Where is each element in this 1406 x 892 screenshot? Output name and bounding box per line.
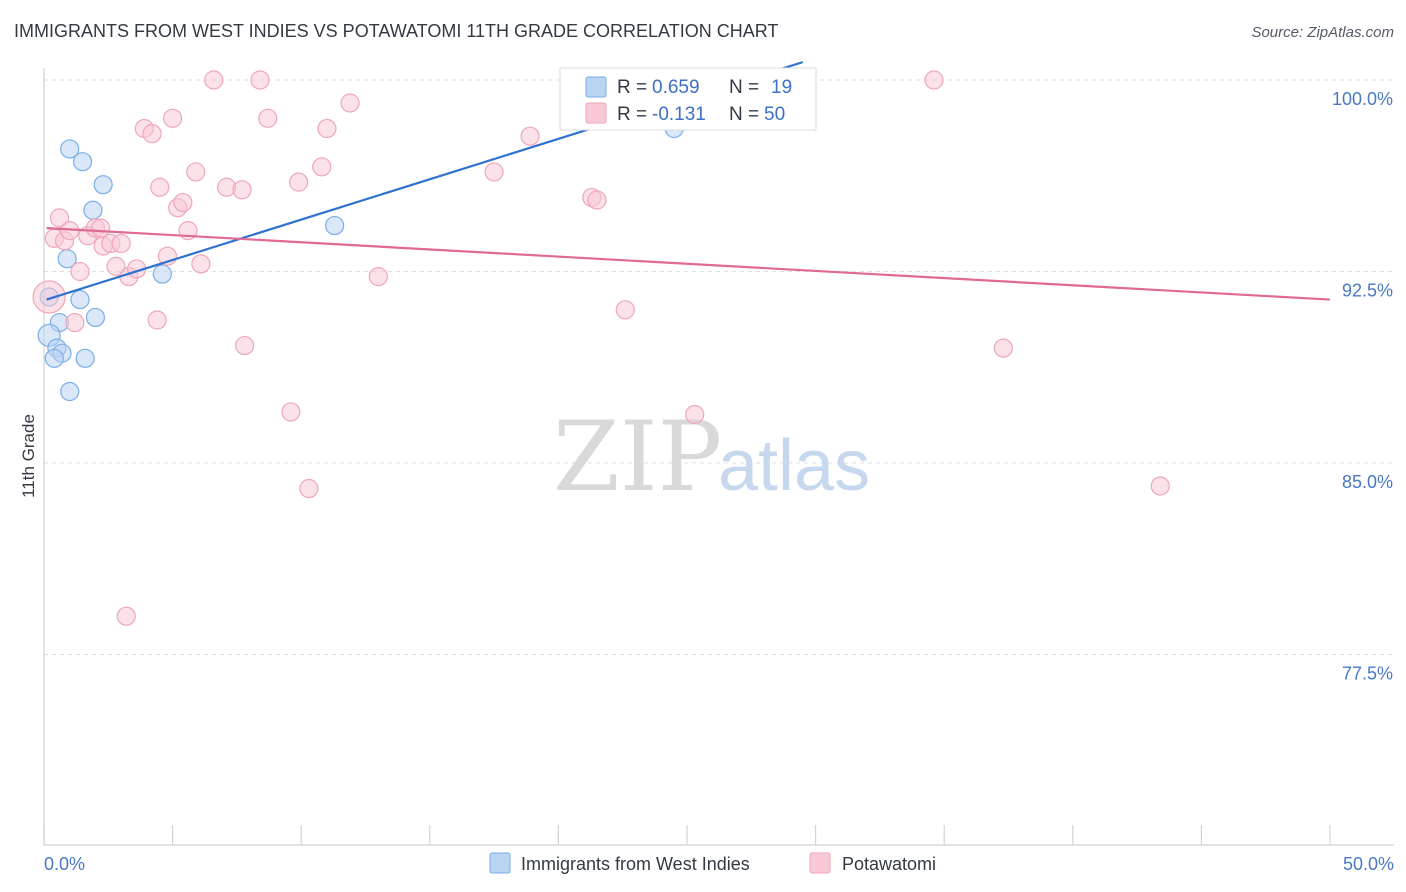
watermark: ZIP atlas	[553, 401, 870, 513]
legend-swatch-west-indies	[585, 76, 607, 98]
potawatomi-point-26	[191, 254, 211, 274]
potawatomi-point-6	[70, 261, 90, 282]
potawatomi-point-47	[993, 338, 1013, 358]
west-indies-point-6	[85, 307, 106, 328]
potawatomi-point-45	[685, 404, 705, 425]
west-indies-point-3	[83, 200, 103, 220]
potawatomi-point-29	[232, 180, 252, 200]
legend-n-value-west-indies: 19	[771, 77, 792, 98]
axes	[43, 68, 1394, 846]
potawatomi-point-27	[204, 70, 224, 90]
west-indies-point-15	[152, 264, 172, 284]
legend-n-label-west-indies: N =	[729, 77, 759, 98]
gridlines	[44, 79, 1394, 655]
legend-n-value-potawatomi: 50	[764, 104, 785, 125]
potawatomi-point-30	[235, 335, 255, 356]
potawatomi-point-43	[587, 190, 607, 210]
x-tick-label-min: 0.0%	[44, 854, 85, 874]
series-legend: Immigrants from West Indies Potawatomi	[489, 852, 936, 874]
y-tick-label-2: 85.0%	[1342, 472, 1393, 492]
series-legend-swatch-potawatomi	[809, 852, 831, 874]
watermark-atlas: atlas	[718, 426, 870, 506]
potawatomi-point-48	[1150, 476, 1170, 496]
legend-r-value-potawatomi: -0.131	[652, 104, 706, 125]
potawatomi-point-32	[258, 108, 278, 128]
west-indies-point-0	[60, 139, 80, 159]
series-legend-label-potawatomi: Potawatomi	[842, 854, 936, 874]
potawatomi-point-41	[520, 126, 540, 146]
west-indies-point-16	[325, 215, 345, 236]
legend-swatch-potawatomi	[585, 102, 607, 124]
potawatomi-point-12	[106, 256, 126, 276]
potawatomi-point-37	[317, 118, 337, 139]
chart-title: IMMIGRANTS FROM WEST INDIES VS POTAWATOM…	[14, 21, 779, 41]
west-indies-point-12	[75, 348, 95, 368]
data-points	[32, 70, 1170, 626]
series-legend-label-west-indies: Immigrants from West Indies	[521, 854, 750, 874]
potawatomi-point-23	[173, 192, 193, 213]
y-axis-label: 11th Grade	[19, 414, 38, 498]
x-ticks	[43, 825, 1331, 845]
west-indies-point-2	[93, 175, 113, 195]
y-tick-label-0: 100.0%	[1332, 89, 1393, 109]
potawatomi-point-31	[250, 70, 270, 90]
potawatomi-point-18	[147, 310, 167, 330]
x-tick-label-max: 50.0%	[1343, 854, 1394, 874]
potawatomi-point-40	[484, 162, 504, 182]
potawatomi-point-13	[111, 233, 131, 254]
stats-legend: R = 0.659 N = 19 R = -0.131 N = 50	[559, 67, 817, 131]
potawatomi-trend-line	[46, 226, 1331, 301]
potawatomi-point-5	[65, 312, 85, 333]
potawatomi-point-38	[340, 93, 360, 113]
source-credit: Source: ZipAtlas.com	[1251, 24, 1394, 41]
potawatomi-point-21	[163, 108, 183, 128]
potawatomi-point-25	[186, 162, 206, 182]
west-indies-point-11	[44, 348, 64, 368]
west-indies-point-5	[70, 289, 90, 310]
series-legend-swatch-west-indies	[489, 852, 511, 874]
potawatomi-point-36	[312, 157, 332, 177]
potawatomi-point-19	[150, 177, 170, 197]
potawatomi-point-9	[90, 218, 111, 238]
legend-r-label-west-indies: R =	[617, 77, 647, 98]
potawatomi-point-2	[49, 208, 70, 228]
west-indies-point-1	[72, 152, 93, 172]
potawatomi-point-44	[615, 300, 635, 320]
potawatomi-point-39	[368, 267, 388, 287]
y-tick-labels: 100.0% 92.5% 85.0% 77.5%	[1332, 89, 1393, 684]
legend-r-label-potawatomi: R =	[617, 104, 647, 125]
potawatomi-point-34	[289, 172, 309, 192]
potawatomi-point-33	[281, 402, 301, 422]
potawatomi-point-17	[142, 124, 162, 144]
legend-r-value-west-indies: 0.659	[652, 77, 700, 98]
potawatomi-point-49	[116, 606, 136, 626]
potawatomi-point-35	[299, 478, 319, 499]
y-tick-label-1: 92.5%	[1342, 281, 1393, 301]
potawatomi-point-46	[924, 70, 944, 90]
west-indies-point-13	[60, 381, 80, 402]
legend-n-label-potawatomi: N =	[729, 104, 759, 125]
y-tick-label-3: 77.5%	[1342, 664, 1393, 684]
potawatomi-point-0	[32, 280, 66, 314]
